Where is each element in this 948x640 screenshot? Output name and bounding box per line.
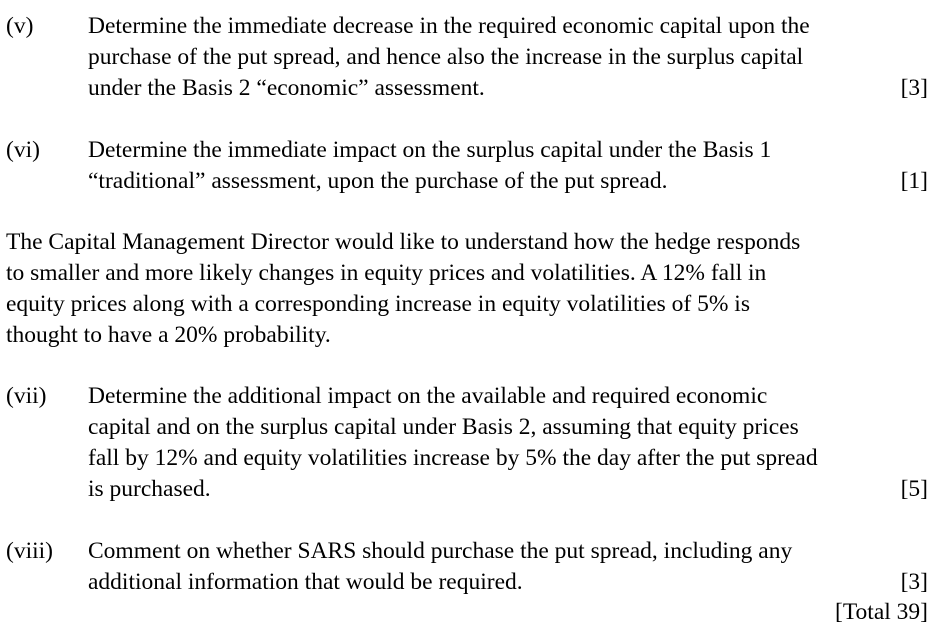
question-line-last: additional information that would be req… xyxy=(88,567,928,598)
total-marks: [Total 39] xyxy=(835,599,928,625)
question-line: Comment on whether SARS should purchase … xyxy=(88,538,793,564)
question-vi: (vi) Determine the immediate impact on t… xyxy=(6,135,928,197)
question-text: Determine the immediate decrease in the … xyxy=(88,11,928,104)
marks-label: [5] xyxy=(900,476,928,502)
question-line: Determine the immediate decrease in the … xyxy=(88,13,810,39)
question-number: (v) xyxy=(6,13,34,39)
question-v: (v) Determine the immediate decrease in … xyxy=(6,11,928,104)
paragraph-line: equity prices along with a corresponding… xyxy=(6,291,750,317)
marks-label: [3] xyxy=(900,569,928,595)
question-line-text: is purchased. xyxy=(88,476,211,502)
paragraph-line: The Capital Management Director would li… xyxy=(6,229,801,255)
paragraph-line: to smaller and more likely changes in eq… xyxy=(6,260,767,286)
question-text: Comment on whether SARS should purchase … xyxy=(88,536,928,598)
question-line-text: “traditional” assessment, upon the purch… xyxy=(88,168,668,194)
context-paragraph: The Capital Management Director would li… xyxy=(6,227,928,351)
paragraph-line: thought to have a 20% probability. xyxy=(6,322,331,348)
question-line-text: under the Basis 2 “economic” assessment. xyxy=(88,75,485,101)
question-text: Determine the immediate impact on the su… xyxy=(88,135,928,197)
question-number: (vii) xyxy=(6,383,47,409)
marks-label: [1] xyxy=(900,168,928,194)
question-line-last: is purchased. [5] xyxy=(88,474,928,505)
question-line-last: “traditional” assessment, upon the purch… xyxy=(88,166,928,197)
question-viii: (viii) Comment on whether SARS should pu… xyxy=(6,536,928,598)
question-line: purchase of the put spread, and hence al… xyxy=(88,44,804,70)
marks-label: [3] xyxy=(900,75,928,101)
question-line: Determine the immediate impact on the su… xyxy=(88,137,772,163)
question-line-last: under the Basis 2 “economic” assessment.… xyxy=(88,73,928,104)
question-line: fall by 12% and equity volatilities incr… xyxy=(88,445,818,471)
question-number: (viii) xyxy=(6,538,53,564)
question-vii: (vii) Determine the additional impact on… xyxy=(6,381,928,505)
question-text: Determine the additional impact on the a… xyxy=(88,381,928,505)
question-line-text: additional information that would be req… xyxy=(88,569,523,595)
question-line: Determine the additional impact on the a… xyxy=(88,383,768,409)
question-line: capital and on the surplus capital under… xyxy=(88,414,799,440)
question-number: (vi) xyxy=(6,137,40,163)
